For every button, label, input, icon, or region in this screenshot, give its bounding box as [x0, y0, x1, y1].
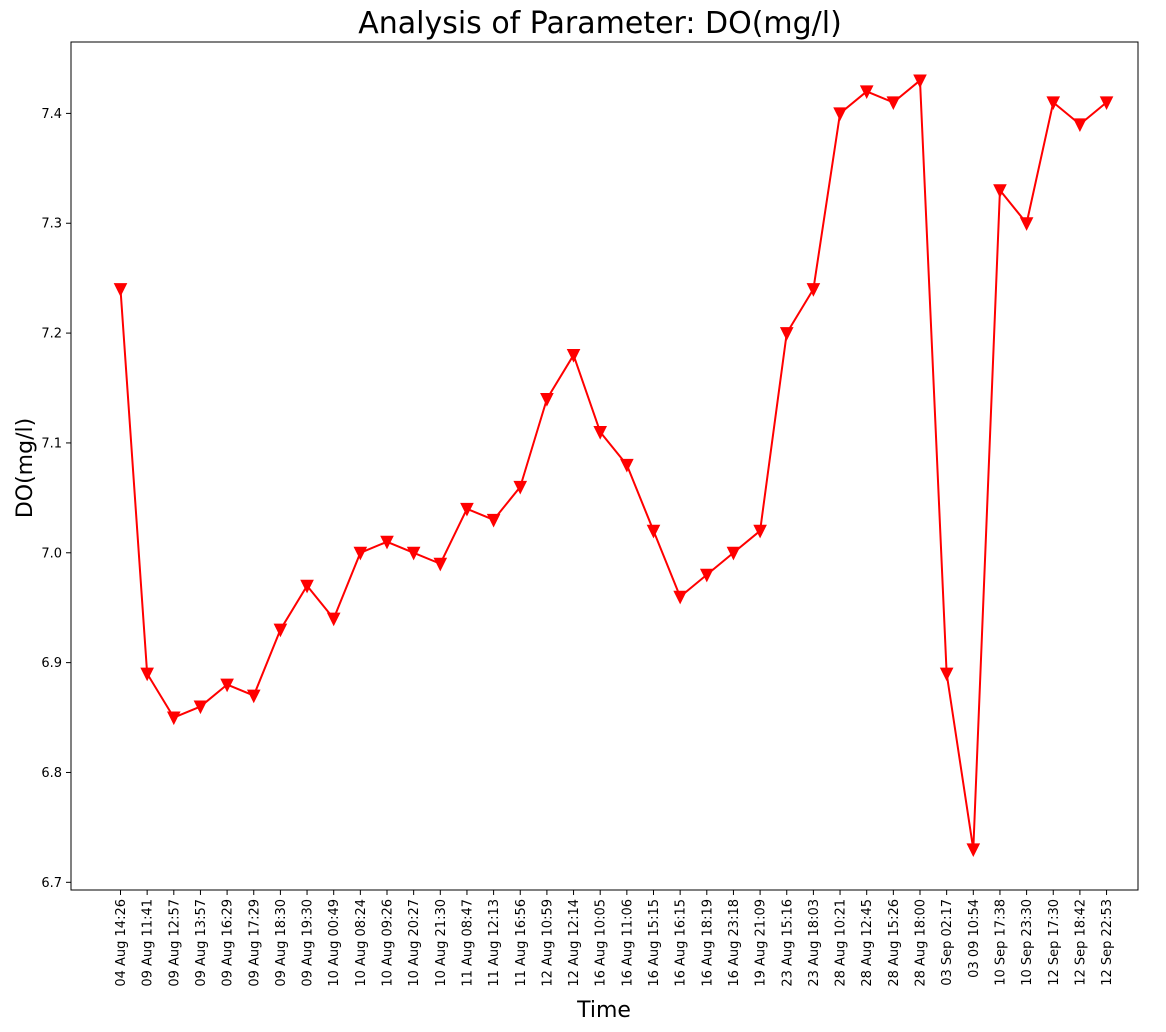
x-tick-label: 16 Aug 16:15 [674, 899, 689, 987]
data-point-marker [833, 107, 847, 122]
x-tick-label: 12 Sep 17:30 [1047, 899, 1062, 986]
x-tick-label: 11 Aug 08:47 [460, 899, 475, 987]
x-tick-label: 16 Aug 23:18 [727, 899, 742, 987]
x-tick-label: 09 Aug 19:30 [301, 899, 316, 987]
x-tick-label: 10 Aug 00:49 [327, 899, 342, 987]
data-point-marker [193, 700, 208, 715]
x-tick-label: 12 Sep 22:53 [1100, 899, 1115, 986]
series-line [119, 79, 1108, 851]
y-axis-label: DO(mg/l) [13, 418, 38, 518]
x-tick-label: 09 Aug 17:29 [247, 899, 262, 987]
plot-frame [70, 41, 1139, 891]
x-tick-label: 12 Aug 12:14 [567, 899, 582, 987]
data-point-marker [246, 689, 261, 704]
data-point-marker [859, 85, 874, 100]
x-axis-label: Time [576, 998, 631, 1023]
data-point-marker [886, 96, 901, 111]
data-point-marker [966, 843, 981, 857]
x-tick-label: 12 Aug 10:59 [540, 899, 555, 987]
x-tick-label: 09 Aug 13:57 [194, 899, 209, 987]
x-tick-label: 11 Aug 12:13 [487, 899, 502, 987]
x-tick-label: 28 Aug 10:21 [834, 899, 849, 987]
y-tick-label: 7.4 [41, 107, 62, 122]
x-tick-label: 16 Aug 10:05 [594, 899, 609, 987]
x-tick-label: 10 Aug 21:30 [434, 899, 449, 987]
data-point-marker [939, 667, 954, 682]
data-point-marker [380, 535, 394, 550]
y-tick-label: 7.0 [41, 546, 62, 561]
x-tick-label: 16 Aug 11:06 [620, 899, 635, 987]
data-point-marker [486, 513, 501, 528]
x-tick-label: 03 09 10:54 [967, 899, 982, 978]
x-tick-label: 28 Aug 18:00 [914, 899, 929, 987]
data-point-marker [1099, 96, 1114, 111]
data-point-marker [753, 524, 767, 539]
y-axis: 6.7 6.8 6.9 7.0 7.1 7.2 7.3 7.4 [41, 107, 71, 891]
data-point-marker [433, 557, 448, 572]
x-tick-label: 16 Aug 15:15 [647, 899, 662, 987]
data-point-marker [620, 458, 634, 473]
x-tick-label: 09 Aug 11:41 [141, 899, 156, 987]
data-point-marker [1046, 96, 1061, 111]
y-tick-label: 6.8 [41, 766, 62, 781]
x-tick-label: 10 Sep 17:38 [993, 899, 1008, 986]
y-tick-label: 7.1 [41, 436, 62, 451]
plot-area [113, 74, 1114, 857]
data-point-marker [566, 349, 581, 363]
x-tick-label: 10 Sep 23:30 [1020, 899, 1035, 986]
x-tick-label: 19 Aug 21:09 [754, 899, 769, 987]
data-point-marker [699, 568, 714, 583]
x-tick-label: 09 Aug 16:29 [221, 899, 236, 987]
data-point-marker [913, 74, 927, 89]
data-point-marker [113, 283, 128, 297]
data-point-marker [300, 579, 314, 594]
data-point-marker [513, 480, 528, 495]
x-tick-label: 10 Aug 09:26 [381, 899, 396, 987]
data-point-marker [646, 524, 661, 539]
x-tick-label: 10 Aug 20:27 [407, 899, 422, 987]
y-tick-label: 7.3 [41, 217, 62, 232]
x-tick-label: 11 Aug 16:56 [514, 899, 529, 987]
data-point-marker [273, 623, 288, 638]
data-point-marker [1019, 217, 1034, 231]
x-tick-label: 12 Sep 18:42 [1073, 899, 1088, 986]
data-point-marker [806, 283, 821, 297]
x-tick-label: 23 Aug 18:03 [807, 899, 822, 987]
x-tick-label: 09 Aug 18:30 [274, 899, 289, 987]
data-point-marker [406, 546, 421, 561]
data-point-marker [460, 502, 474, 517]
data-point-marker [593, 425, 608, 440]
data-point-marker [540, 392, 554, 407]
data-point-marker [140, 667, 154, 682]
data-point-marker [353, 546, 368, 561]
y-tick-label: 6.7 [41, 876, 62, 891]
x-tick-label: 09 Aug 12:57 [167, 899, 182, 987]
chart-title: Analysis of Parameter: DO(mg/l) [358, 6, 842, 41]
data-point-marker [673, 590, 687, 605]
data-point-marker [779, 327, 794, 341]
x-tick-label: 03 Sep 02:17 [940, 899, 955, 986]
data-point-marker [726, 546, 741, 561]
data-point-marker [1073, 118, 1087, 133]
data-point-marker [166, 711, 181, 726]
data-point-marker [220, 678, 234, 693]
x-tick-label: 10 Aug 08:24 [354, 899, 369, 987]
x-tick-label: 28 Aug 15:26 [887, 899, 902, 987]
x-axis: 04 Aug 14:26 09 Aug 11:41 09 Aug 12:57 09 A… [114, 890, 1115, 987]
x-tick-label: 23 Aug 15:16 [780, 899, 795, 987]
x-tick-label: 04 Aug 14:26 [114, 899, 129, 987]
y-tick-label: 6.9 [41, 656, 62, 671]
x-tick-label: 28 Aug 12:45 [860, 899, 875, 987]
data-point-marker [326, 612, 341, 627]
y-tick-label: 7.2 [41, 327, 62, 342]
x-tick-label: 16 Aug 18:19 [700, 899, 715, 987]
data-point-marker [993, 184, 1007, 198]
